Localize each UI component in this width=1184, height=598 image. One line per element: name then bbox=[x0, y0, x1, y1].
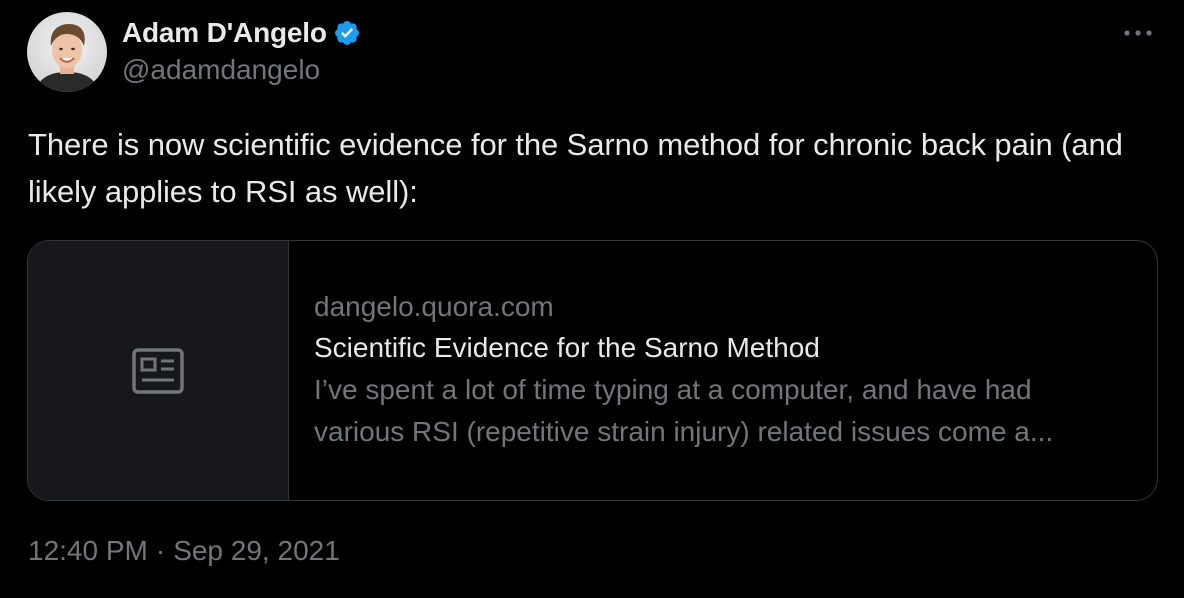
tweet-time[interactable]: 12:40 PM bbox=[28, 535, 148, 566]
card-domain: dangelo.quora.com bbox=[314, 291, 554, 322]
link-preview-card[interactable]: dangelo.quora.com Scientific Evidence fo… bbox=[27, 240, 1158, 501]
card-body: dangelo.quora.com Scientific Evidence fo… bbox=[289, 241, 1157, 500]
card-media bbox=[28, 241, 289, 500]
card-title: Scientific Evidence for the Sarno Method bbox=[314, 332, 820, 363]
author-display-name[interactable]: Adam D'Angelo bbox=[122, 17, 327, 48]
tweet-text: There is now scientific evidence for the… bbox=[28, 127, 1123, 209]
author-handle[interactable]: @adamdangelo bbox=[122, 54, 321, 85]
more-options-icon[interactable] bbox=[1120, 20, 1156, 46]
card-description: I’ve spent a lot of time typing at a com… bbox=[314, 374, 1054, 447]
avatar[interactable] bbox=[27, 12, 107, 92]
tweet-date[interactable]: Sep 29, 2021 bbox=[173, 535, 340, 566]
timestamp-row: 12:40 PM · Sep 29, 2021 bbox=[28, 535, 340, 567]
timestamp-separator: · bbox=[155, 535, 166, 566]
avatar-image bbox=[27, 12, 107, 92]
article-placeholder-icon bbox=[132, 347, 184, 394]
author-name-row[interactable]: Adam D'Angelo bbox=[122, 14, 361, 52]
verified-badge-icon[interactable] bbox=[333, 19, 361, 47]
